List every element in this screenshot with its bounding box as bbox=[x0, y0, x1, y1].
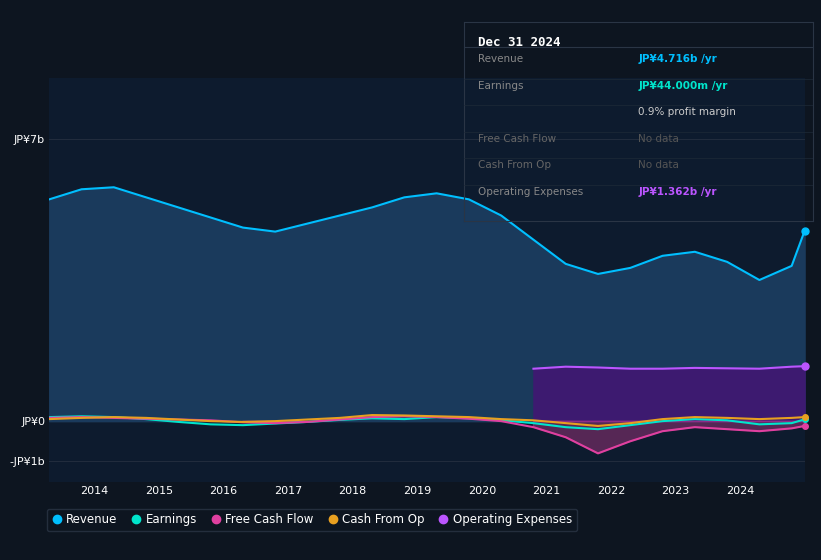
Text: Dec 31 2024: Dec 31 2024 bbox=[478, 36, 560, 49]
Text: Earnings: Earnings bbox=[478, 81, 523, 91]
Text: Free Cash Flow: Free Cash Flow bbox=[478, 134, 556, 144]
Text: JP¥4.716b /yr: JP¥4.716b /yr bbox=[639, 54, 717, 64]
Text: No data: No data bbox=[639, 160, 679, 170]
Text: Cash From Op: Cash From Op bbox=[478, 160, 551, 170]
Text: Revenue: Revenue bbox=[478, 54, 523, 64]
Legend: Revenue, Earnings, Free Cash Flow, Cash From Op, Operating Expenses: Revenue, Earnings, Free Cash Flow, Cash … bbox=[47, 508, 577, 531]
Text: Operating Expenses: Operating Expenses bbox=[478, 186, 583, 197]
Text: No data: No data bbox=[639, 134, 679, 144]
Text: JP¥1.362b /yr: JP¥1.362b /yr bbox=[639, 186, 717, 197]
Text: 0.9% profit margin: 0.9% profit margin bbox=[639, 107, 736, 117]
Text: JP¥44.000m /yr: JP¥44.000m /yr bbox=[639, 81, 727, 91]
